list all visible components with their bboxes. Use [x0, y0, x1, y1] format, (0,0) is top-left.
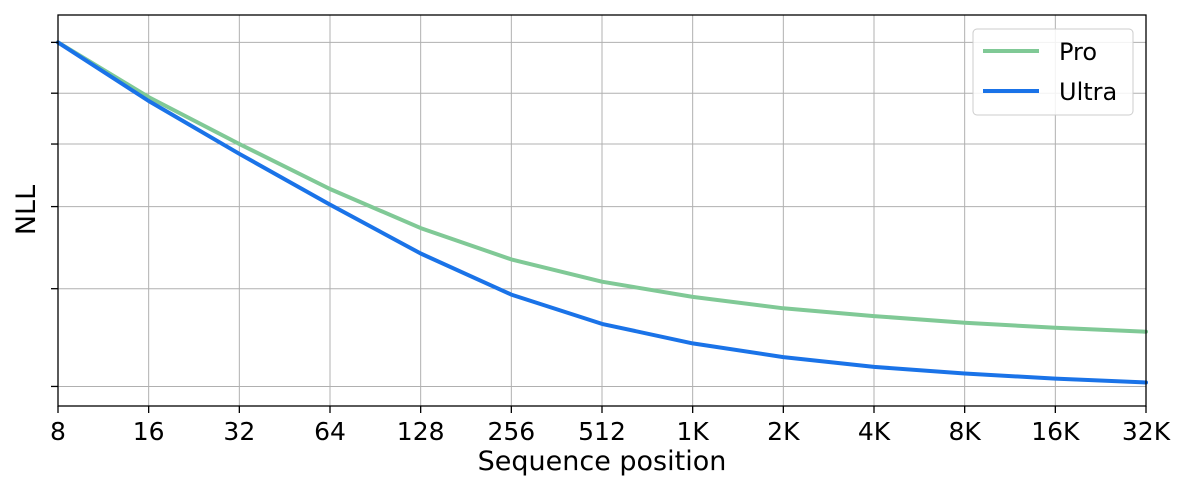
- series-line-pro: [56, 40, 1148, 334]
- x-tick-label: 16K: [1031, 417, 1080, 446]
- x-axis-label: Sequence position: [478, 446, 727, 477]
- legend-label-ultra: Ultra: [1059, 78, 1117, 106]
- x-tick-label: 512: [578, 417, 626, 446]
- legend-label-pro: Pro: [1059, 38, 1097, 66]
- x-tick-label: 8K: [949, 417, 982, 446]
- grid: [57, 15, 1147, 406]
- y-axis-label: NLL: [11, 185, 42, 235]
- x-tick-label: 4K: [858, 417, 891, 446]
- x-tick-label: 1K: [677, 417, 710, 446]
- x-tick-label: 2K: [767, 417, 800, 446]
- series-line-ultra: [56, 40, 1148, 385]
- x-tick-label: 32K: [1122, 417, 1171, 446]
- x-tick-label: 64: [314, 417, 346, 446]
- x-tick-label: 256: [487, 417, 535, 446]
- x-tick-label: 8: [50, 417, 66, 446]
- x-tick-label: 32: [223, 417, 255, 446]
- series-layer: [56, 40, 1148, 385]
- x-tick-label: 128: [397, 417, 445, 446]
- legend: Pro Ultra: [972, 28, 1134, 116]
- x-tick-label: 16: [133, 417, 165, 446]
- ticks: 8 16 32 64 128 256 512 1K 2K 4K 8K 16K 32K: [50, 41, 1171, 446]
